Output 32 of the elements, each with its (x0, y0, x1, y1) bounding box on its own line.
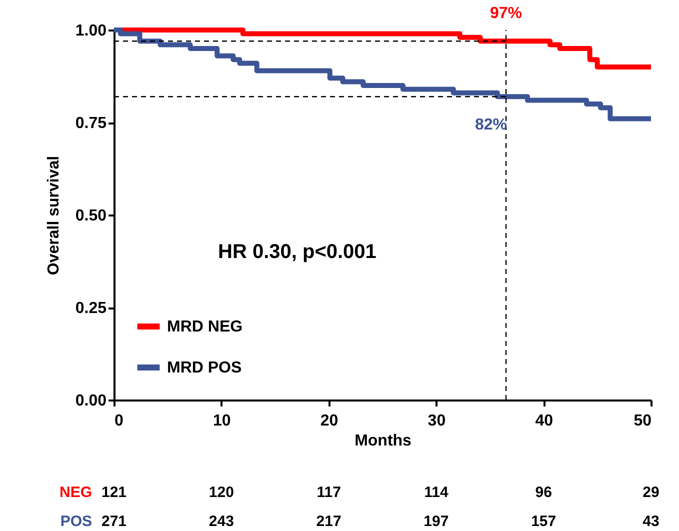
x-tick-label: 10 (213, 412, 231, 430)
text: 217 (316, 513, 342, 530)
text: 43 (642, 513, 660, 530)
legend-label: MRD POS (167, 360, 242, 376)
text: 121 (101, 484, 127, 501)
text: POS (60, 513, 92, 530)
text: 271 (101, 513, 127, 530)
x-tick-label: 40 (535, 412, 554, 430)
y-tick-label: 0.75 (75, 115, 107, 132)
text: 157 (531, 513, 556, 530)
text: 117 (316, 484, 341, 501)
y-axis-title: Overall survival (45, 156, 62, 276)
text: 114 (424, 484, 449, 501)
x-tick-label: 50 (634, 412, 652, 430)
x-tick-label: 30 (428, 412, 446, 430)
y-tick-label: 1.00 (75, 22, 107, 40)
annotation: HR 0.30, p<0.001 (218, 241, 376, 263)
y-tick-label: 0.00 (75, 392, 107, 410)
text: 29 (642, 484, 660, 501)
y-tick-label: 0.50 (75, 208, 107, 224)
x-tick-label: 0 (114, 412, 124, 430)
text: 96 (535, 484, 552, 501)
annotation: 97% (490, 5, 522, 22)
text: NEG (59, 484, 92, 501)
text: 197 (424, 513, 449, 530)
text: 243 (208, 513, 234, 530)
y-tick-label: 0.25 (75, 300, 107, 317)
text: 120 (208, 484, 234, 501)
x-axis-title: Months (354, 432, 412, 450)
annotation: 82% (474, 116, 508, 134)
legend-label: MRD NEG (167, 318, 243, 336)
x-tick-label: 20 (320, 412, 338, 430)
